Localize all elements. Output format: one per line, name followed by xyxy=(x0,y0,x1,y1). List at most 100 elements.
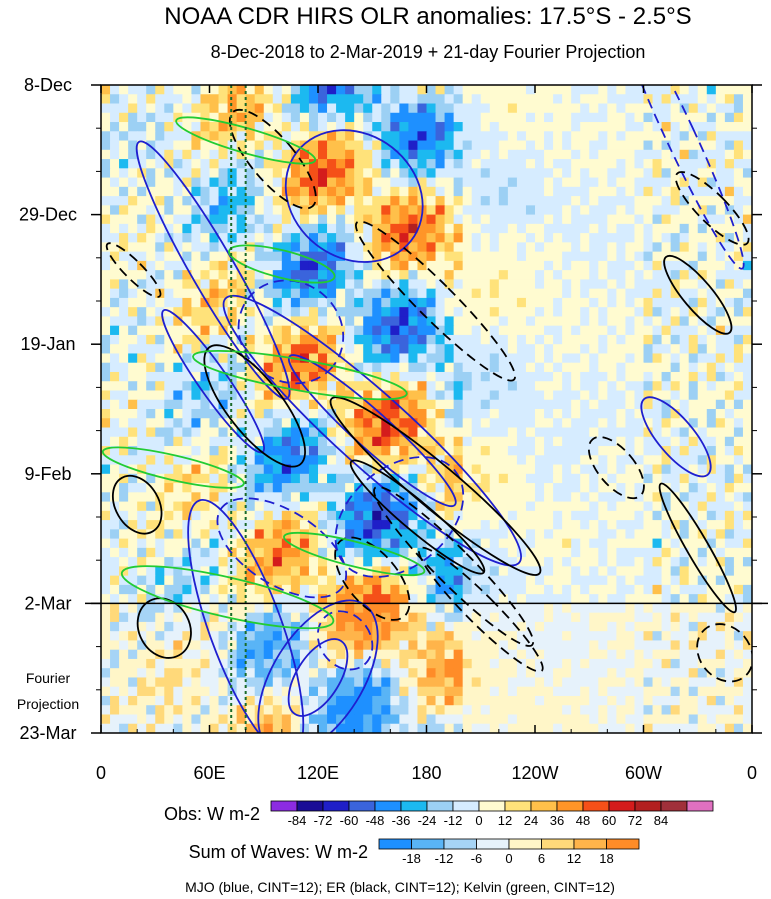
anomaly-cell xyxy=(643,603,654,614)
anomaly-cell xyxy=(390,603,400,614)
anomaly-cell xyxy=(652,112,663,123)
anomaly-cell xyxy=(254,233,265,243)
anomaly-cell xyxy=(254,279,265,290)
anomaly-cell xyxy=(263,279,274,290)
anomaly-cell xyxy=(435,409,446,419)
anomaly-cell xyxy=(191,538,202,549)
anomaly-cell xyxy=(336,492,346,503)
anomaly-cell xyxy=(110,529,120,540)
anomaly-cell xyxy=(444,233,455,243)
anomaly-cell xyxy=(227,159,238,169)
anomaly-cell xyxy=(507,316,518,327)
anomaly-cell xyxy=(580,159,590,169)
anomaly-cell xyxy=(688,473,699,484)
anomaly-cell xyxy=(399,279,410,290)
anomaly-cell xyxy=(462,122,473,132)
anomaly-cell xyxy=(733,103,744,114)
anomaly-cell xyxy=(507,695,518,706)
anomaly-cell xyxy=(345,649,355,660)
anomaly-cell xyxy=(399,205,410,216)
anomaly-cell xyxy=(209,473,220,484)
anomaly-cell xyxy=(679,390,690,401)
anomaly-cell xyxy=(390,409,400,419)
anomaly-cell xyxy=(308,686,319,697)
anomaly-cell xyxy=(182,214,193,225)
anomaly-cell xyxy=(525,131,536,142)
anomaly-cell xyxy=(426,446,437,456)
anomaly-cell xyxy=(236,85,247,95)
anomaly-cell xyxy=(263,390,274,401)
anomaly-cell xyxy=(119,677,129,688)
anomaly-cell xyxy=(399,214,410,225)
anomaly-cell xyxy=(525,85,536,95)
anomaly-cell xyxy=(173,714,183,725)
anomaly-cell xyxy=(453,122,464,132)
anomaly-cell xyxy=(417,168,428,179)
anomaly-cell xyxy=(616,575,627,586)
anomaly-cell xyxy=(670,316,681,327)
anomaly-cell xyxy=(616,658,627,669)
anomaly-cell xyxy=(263,566,274,577)
anomaly-cell xyxy=(625,705,636,716)
anomaly-cell xyxy=(544,196,554,206)
anomaly-cell xyxy=(607,584,617,595)
anomaly-cell xyxy=(535,649,545,660)
anomaly-cell xyxy=(706,695,717,706)
anomaly-cell xyxy=(345,538,355,549)
anomaly-cell xyxy=(408,149,419,160)
anomaly-cell xyxy=(453,205,464,216)
anomaly-cell xyxy=(354,242,364,253)
anomaly-cell xyxy=(173,223,183,234)
anomaly-cell xyxy=(507,501,518,512)
anomaly-cell xyxy=(327,131,337,142)
anomaly-cell xyxy=(399,714,410,725)
anomaly-cell xyxy=(200,270,211,280)
anomaly-cell xyxy=(544,714,554,725)
anomaly-cell xyxy=(715,288,726,299)
anomaly-cell xyxy=(679,260,690,271)
anomaly-cell xyxy=(670,297,681,308)
anomaly-cell xyxy=(471,205,482,216)
anomaly-cell xyxy=(516,362,527,373)
anomaly-cell xyxy=(525,520,536,530)
anomaly-cell xyxy=(227,233,238,243)
anomaly-cell xyxy=(724,196,735,206)
anomaly-cell xyxy=(119,686,129,697)
anomaly-cell xyxy=(462,436,473,447)
anomaly-cell xyxy=(435,631,446,642)
anomaly-cell xyxy=(101,353,111,364)
anomaly-cell xyxy=(553,159,563,169)
anomaly-cell xyxy=(417,112,428,123)
anomaly-cell xyxy=(661,381,672,392)
anomaly-cell xyxy=(299,677,310,688)
anomaly-cell xyxy=(453,464,464,475)
anomaly-cell xyxy=(480,714,491,725)
anomaly-cell xyxy=(480,381,491,392)
anomaly-cell xyxy=(625,677,636,688)
anomaly-cell xyxy=(634,307,645,318)
anomaly-cell xyxy=(191,668,202,679)
anomaly-cell xyxy=(507,714,518,725)
anomaly-cell xyxy=(480,122,491,132)
anomaly-cell xyxy=(607,316,617,327)
anomaly-cell xyxy=(336,205,346,216)
anomaly-cell xyxy=(182,677,193,688)
anomaly-cell xyxy=(471,177,482,188)
anomaly-cell xyxy=(399,603,410,614)
anomaly-cell xyxy=(173,677,183,688)
anomaly-cell xyxy=(733,344,744,355)
anomaly-cell xyxy=(453,640,464,651)
anomaly-cell xyxy=(688,547,699,558)
anomaly-cell xyxy=(336,705,346,716)
anomaly-cell xyxy=(444,140,455,151)
anomaly-cell xyxy=(236,695,247,706)
anomaly-cell xyxy=(498,381,509,392)
anomaly-cell xyxy=(462,214,473,225)
anomaly-cell xyxy=(363,112,373,123)
anomaly-cell xyxy=(471,242,482,253)
anomaly-cell xyxy=(435,103,446,114)
anomaly-cell xyxy=(308,112,319,123)
anomaly-cell xyxy=(128,159,138,169)
anomaly-cell xyxy=(426,177,437,188)
anomaly-cell xyxy=(652,251,663,262)
